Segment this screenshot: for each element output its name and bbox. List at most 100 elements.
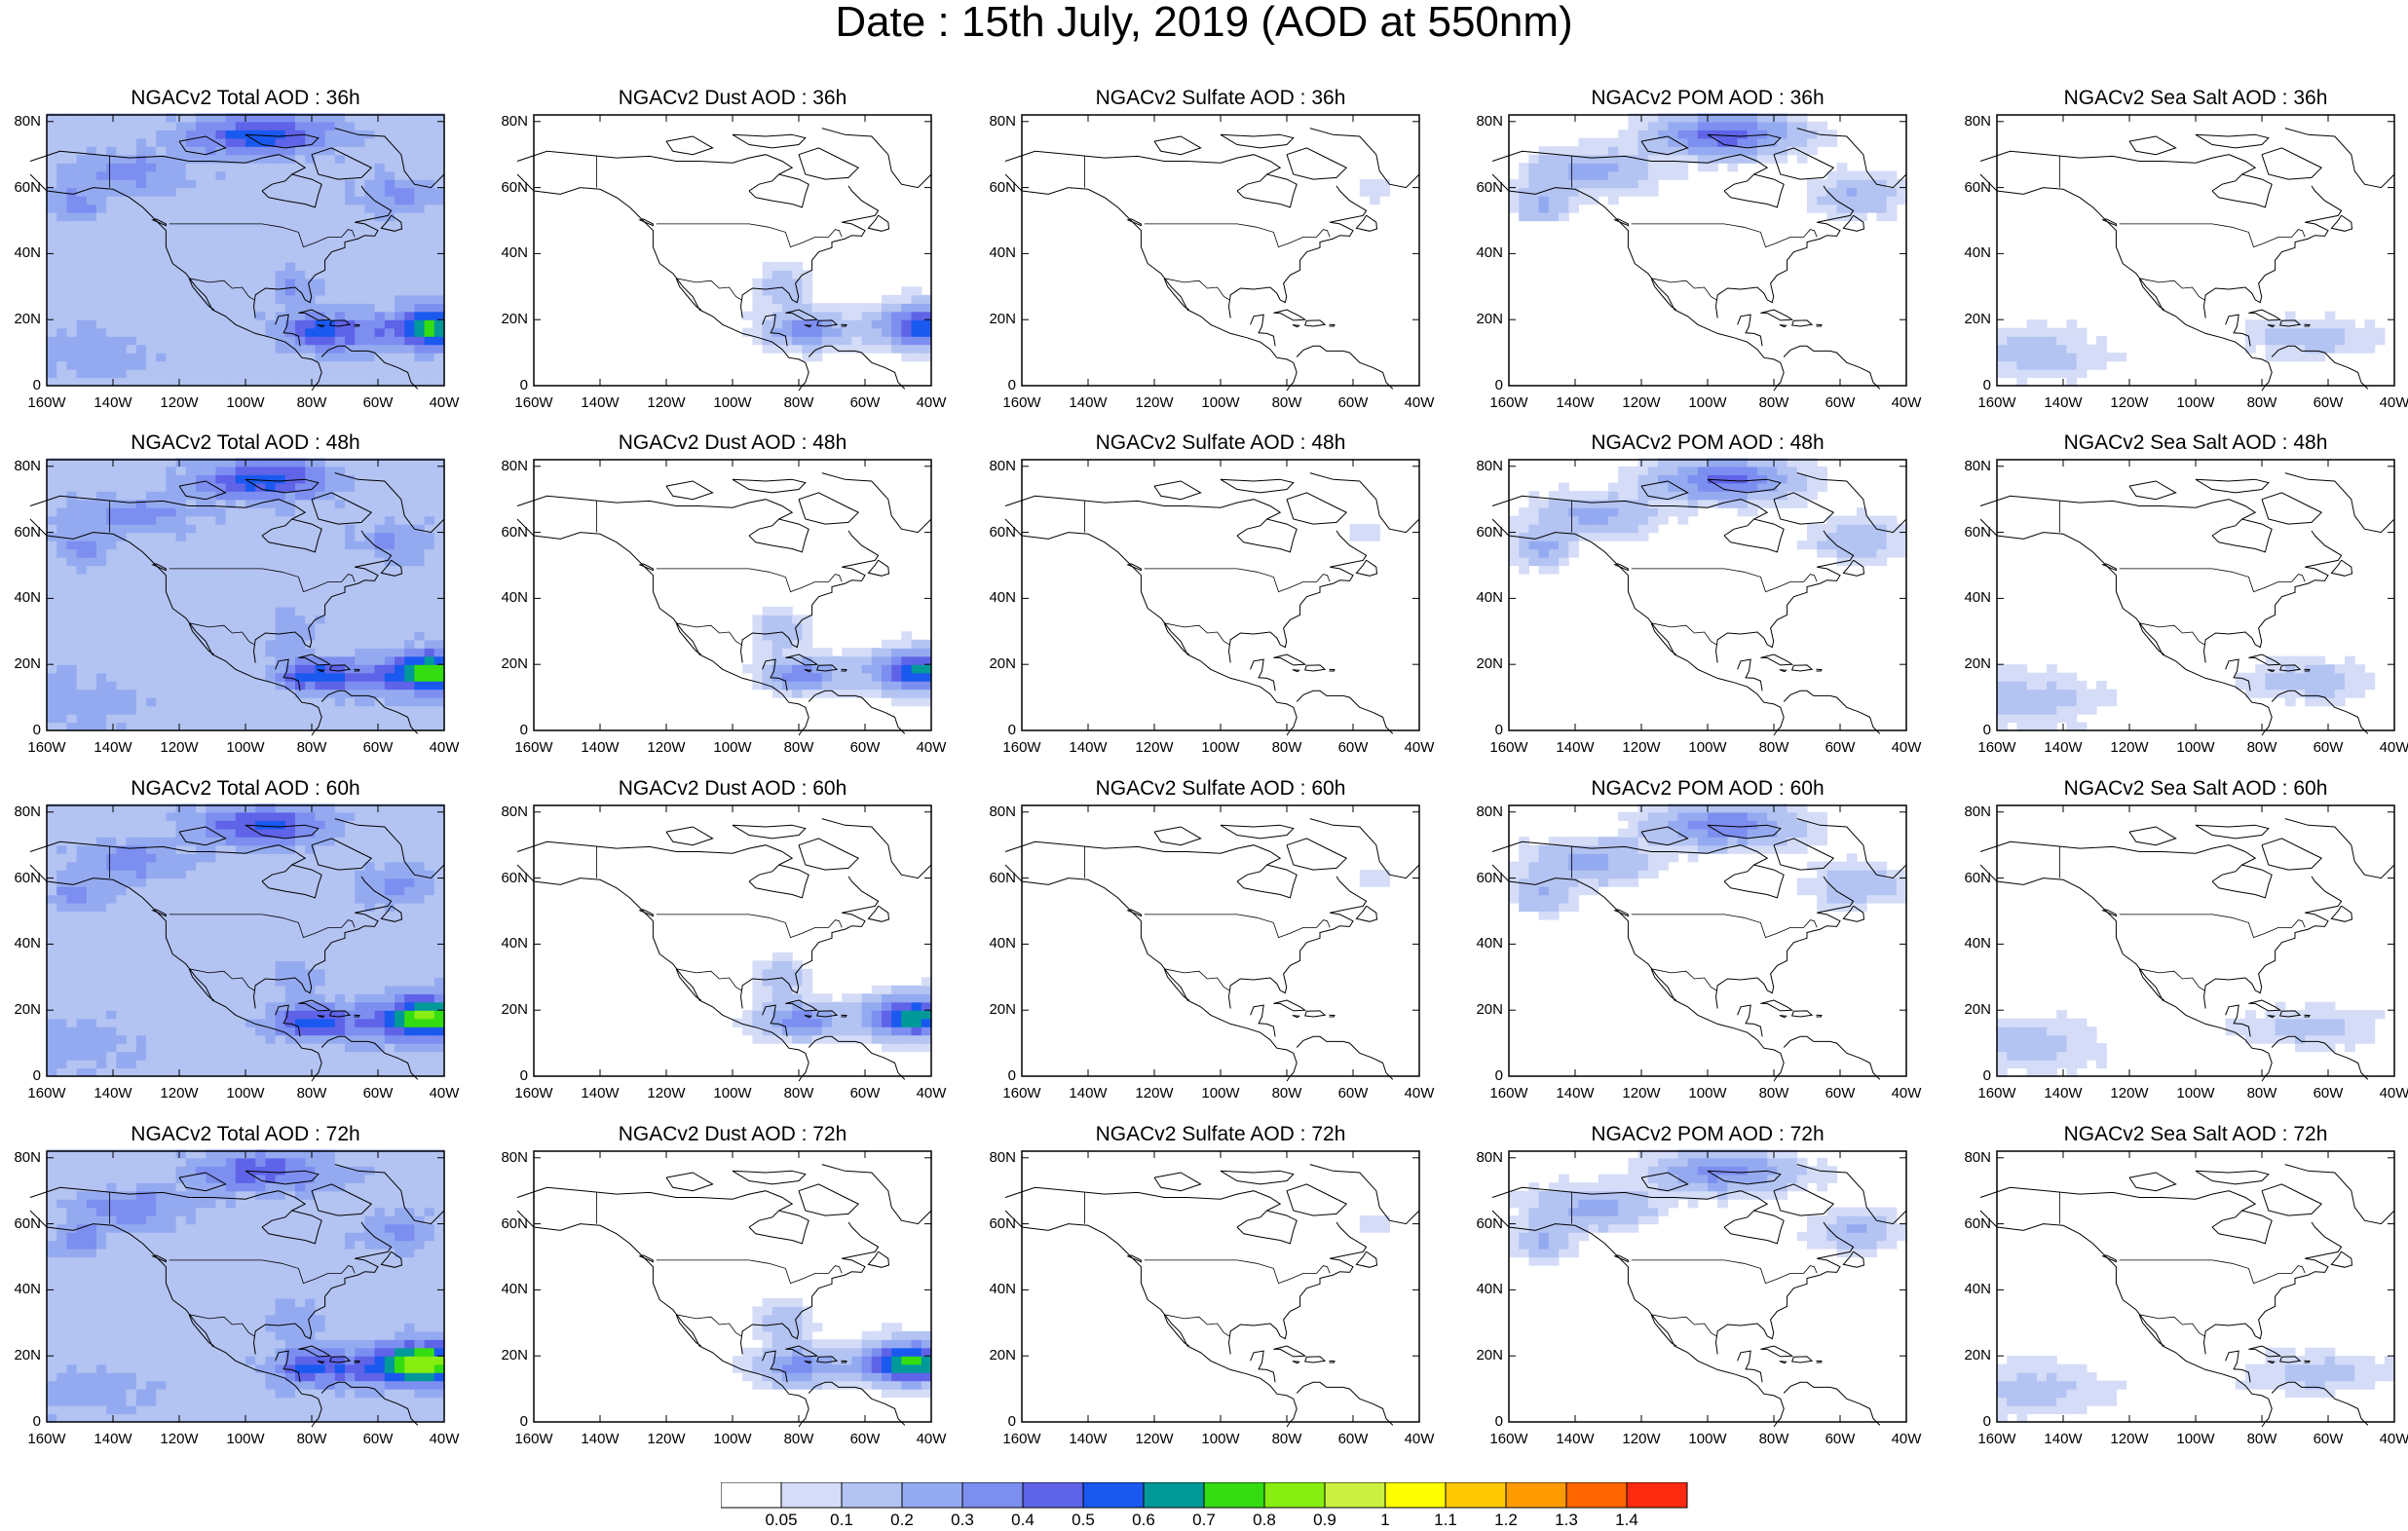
lat-tick-label: 40N [1964,589,1991,607]
coastlines [29,1164,445,1428]
colorbar-swatch [1082,1482,1145,1509]
lon-tick-label: 80W [296,1431,327,1447]
lat-tick-label: 20N [501,311,528,328]
colorbar-swatch [1263,1482,1326,1509]
lon-tick-label: 40W [916,394,947,411]
panel-title: NGACv2 Total AOD : 60h [131,777,360,800]
axis-ticks [533,1151,932,1423]
lat-tick-label: 80N [14,457,41,474]
lon-tick-label: 80W [296,1085,327,1102]
lon-tick-label: 40W [2379,394,2408,411]
lon-tick-label: 100W [1688,394,1727,411]
lat-tick-label: 60N [1964,523,1991,541]
lat-tick-label: 20N [14,1001,41,1019]
lat-tick-label: 40N [14,1281,41,1298]
axis-ticks [46,1151,445,1423]
lon-tick-label: 140W [1556,1085,1595,1102]
lon-tick-label: 100W [2176,1431,2215,1447]
lat-tick-label: 0 [1007,722,1016,738]
lat-tick-label: 40N [14,935,41,952]
lon-tick-label: 120W [1135,1085,1174,1102]
lat-tick-label: 40N [1476,935,1503,952]
colorbar-swatch [841,1482,903,1509]
colorbar-swatch [780,1482,843,1509]
lon-tick-label: 160W [1977,1431,2016,1447]
coastlines [1004,1164,1420,1428]
aod-map-panel [1004,459,1420,736]
lon-tick-label: 160W [1002,739,1041,756]
lon-tick-label: 80W [783,394,814,411]
aod-map-panel [516,804,932,1082]
lat-tick-label: 20N [989,1347,1016,1364]
aod-shading [47,803,445,1077]
axis-ticks [46,115,445,387]
aod-shading [1509,803,1907,920]
lat-tick-label: 40N [501,935,528,952]
aod-map-panel [1979,1150,2395,1428]
aod-map-panel [516,1150,932,1428]
lat-tick-label: 0 [519,1413,528,1430]
lon-tick-label: 160W [1977,1085,2016,1102]
coastlines [516,818,932,1082]
aod-map-panel [1004,114,1420,392]
colorbar-label: 0.4 [1011,1511,1035,1529]
lon-tick-label: 80W [296,739,327,756]
lon-tick-label: 140W [1556,739,1595,756]
lon-tick-label: 80W [1758,739,1789,756]
lat-tick-label: 60N [501,523,528,541]
lat-tick-label: 80N [501,803,528,820]
aod-map-panel [1979,114,2395,392]
lat-tick-label: 40N [501,244,528,262]
axis-ticks [1021,115,1420,387]
colorbar-swatch [1626,1482,1688,1509]
coastlines [1979,472,2395,736]
lon-tick-label: 60W [849,1085,881,1102]
panel-title: NGACv2 Dust AOD : 60h [618,777,847,800]
lon-tick-label: 80W [1758,1085,1789,1102]
colorbar-label: 0.8 [1253,1511,1276,1529]
lon-tick-label: 80W [1271,1431,1302,1447]
panel-title: NGACv2 Total AOD : 72h [131,1123,360,1145]
colorbar-swatch [1324,1482,1386,1509]
colorbar-label: 1.2 [1494,1511,1518,1529]
lon-tick-label: 40W [916,1085,947,1102]
lon-tick-label: 140W [1069,1085,1108,1102]
lon-tick-label: 140W [1069,394,1108,411]
lon-tick-label: 80W [1271,739,1302,756]
lat-tick-label: 80N [501,1148,528,1166]
lon-tick-label: 140W [1069,1431,1108,1447]
axis-ticks [1508,805,1907,1077]
lat-tick-label: 40N [501,589,528,607]
lat-tick-label: 0 [519,1067,528,1084]
lat-tick-label: 80N [989,803,1016,820]
lat-tick-label: 0 [1494,1413,1503,1430]
panel-title: NGACv2 Sulfate AOD : 36h [1095,87,1346,109]
lon-tick-label: 80W [1271,1085,1302,1102]
lon-tick-label: 120W [160,394,199,411]
lat-tick-label: 60N [1476,178,1503,196]
lat-tick-label: 0 [1007,1413,1016,1430]
aod-map-panel [1491,458,1907,736]
aod-shading [47,458,445,731]
panel-title: NGACv2 Sea Salt AOD : 72h [2063,1123,2328,1145]
colorbar-swatch [961,1482,1024,1509]
aod-shading [47,1149,445,1423]
lon-tick-label: 60W [849,394,881,411]
panel-title: NGACv2 Total AOD : 48h [131,431,360,454]
lat-tick-label: 20N [1476,311,1503,328]
lat-tick-label: 60N [501,869,528,886]
coastlines [1979,818,2395,1082]
lon-tick-label: 140W [1556,394,1595,411]
lon-tick-label: 40W [429,1431,460,1447]
lon-tick-label: 100W [713,739,752,756]
panel-title: NGACv2 Sea Salt AOD : 48h [2063,431,2328,454]
lon-tick-label: 140W [581,394,620,411]
aod-shading [1997,655,2376,731]
lon-tick-label: 140W [94,394,132,411]
lon-tick-label: 140W [94,1085,132,1102]
aod-map-panel [516,114,932,392]
lon-tick-label: 80W [1758,394,1789,411]
panel-title: NGACv2 Sulfate AOD : 72h [1095,1123,1346,1145]
lon-tick-label: 100W [1688,1431,1727,1447]
lon-tick-label: 80W [2246,1431,2277,1447]
